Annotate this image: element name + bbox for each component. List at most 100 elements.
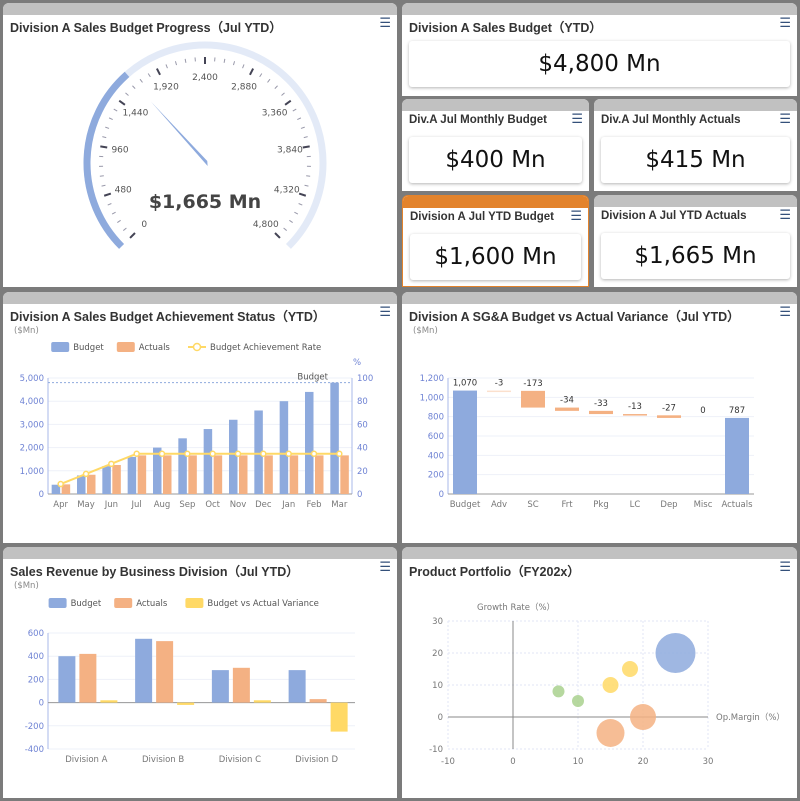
achievement-rate-point [108,460,115,468]
y-tick-label: 3,000 [20,420,44,430]
panel-title: Division A Sales Budget（YTD） [409,21,602,35]
kpi-panel-sales-budget-ytd: Division A Sales Budget（YTD） ☰ $4,800 Mn [402,3,797,96]
panel-drag-handle[interactable] [594,99,797,111]
panel-drag-handle[interactable] [3,3,397,15]
hamburger-menu-icon[interactable]: ☰ [379,560,391,575]
variance-chart-panel: Division A SG&A Budget vs Actual Varianc… [402,292,797,543]
actuals-bar [264,455,273,494]
budget-bar [211,670,229,703]
gauge-tick [165,64,168,69]
gauge-tick [297,117,302,121]
x-tick-label: Division B [142,755,184,765]
panel-title: Sales Revenue by Business Division（Jul Y… [10,565,299,579]
x-tick-label: Dep [660,500,677,510]
legend-swatch [114,598,133,608]
panel-title: Division A SG&A Budget vs Actual Varianc… [409,310,740,324]
panel-drag-handle[interactable] [402,292,797,304]
gauge-tick-label: 960 [111,146,128,156]
y-tick-label: 0 [439,490,444,500]
y-tick-label: 200 [28,675,44,685]
y2-tick-label: 0 [357,490,362,500]
gauge-tick [118,99,126,106]
y-tick-label: -10 [429,745,443,755]
hamburger-menu-icon[interactable]: ☰ [779,305,791,320]
gauge-needle [150,101,208,167]
data-label: 0 [700,406,705,416]
achievement-rate-point [234,450,242,457]
gauge-tick [129,232,136,239]
panel-drag-handle[interactable] [3,292,397,304]
gauge-tick [108,117,113,121]
y-tick-label: 200 [428,471,444,481]
hamburger-menu-icon[interactable]: ☰ [779,112,791,127]
gauge-tick [223,58,226,63]
gauge-tick [107,203,112,206]
x-tick-label: Adv [491,500,507,510]
x-tick-label: SC [527,500,538,510]
y-tick-label: 4,000 [20,397,44,407]
waterfall-bar [623,414,647,416]
data-label: -173 [523,379,542,389]
actuals-bar [163,455,172,494]
gauge-chart: 0 480 960 1,440 1,920 2,400 2,880 3,360 3,840 4,3… [83,41,327,249]
data-label: 1,070 [453,379,477,389]
budget-bar [127,456,137,494]
panel-drag-handle[interactable] [3,547,397,559]
achievement-rate-point [310,450,318,457]
gauge-tick [100,145,108,149]
hamburger-menu-icon[interactable]: ☰ [571,112,583,127]
achievement-rate-point [336,450,343,457]
y-tick-label: 30 [432,617,443,627]
panel-drag-handle[interactable] [594,195,797,207]
hamburger-menu-icon[interactable]: ☰ [570,209,582,224]
y-tick-label: 2,000 [20,444,44,454]
y2-axis-label: % [353,358,361,368]
gauge-tick [102,136,107,139]
waterfall-chart: ($Mn) 0 200 400 600 800 1,000 1,200 1,070 Budget -… [413,326,754,510]
y-tick-label: 1,000 [420,393,444,403]
actuals-bar [309,699,327,703]
kpi-panel-ytd-actuals: Division A Jul YTD Actuals ☰ $1,665 Mn [594,195,797,287]
budget-bar [102,466,111,494]
gauge-tick [298,203,303,206]
bubble [572,695,584,707]
legend-marker [192,342,202,352]
panel-drag-handle[interactable] [402,99,589,111]
panel-drag-handle[interactable] [403,196,588,208]
hamburger-menu-icon[interactable]: ☰ [779,16,791,31]
hamburger-menu-icon[interactable]: ☰ [379,305,391,320]
achievement-rate-point [133,450,140,457]
y-tick-label: 10 [432,681,443,691]
variance-bar [177,702,195,705]
x-tick-label: Division C [219,755,261,765]
gauge-tick-label: 2,400 [192,73,218,83]
hamburger-menu-icon[interactable]: ☰ [779,560,791,575]
budget-bar [51,484,61,494]
x-tick-label: -10 [441,757,455,767]
waterfall-bar [657,415,681,418]
hamburger-menu-icon[interactable]: ☰ [379,16,391,31]
gauge-tick [105,126,110,129]
gauge-tick [289,219,293,223]
hamburger-menu-icon[interactable]: ☰ [779,208,791,223]
budget-bar [58,656,76,703]
y2-tick-label: 20 [357,467,368,477]
reference-line-label: Budget [297,373,328,383]
panel-drag-handle[interactable] [402,547,797,559]
gauge-tick [259,73,263,78]
x-tick-label: Nov [230,500,247,510]
panel-title: Division A Sales Budget Achievement Stat… [10,310,326,324]
gauge-tick [232,61,236,66]
x-tick-label: Apr [53,500,68,510]
legend-swatch [51,342,70,352]
x-tick-label: Frt [561,500,573,510]
panel-drag-handle[interactable] [402,3,797,15]
actuals-bar [137,455,147,494]
x-tick-label: Jan [281,500,295,510]
x-tick-label: 30 [703,757,714,767]
x-tick-label: Dec [255,500,272,510]
kpi-panel-ytd-budget[interactable]: Division A Jul YTD Budget ☰ $1,600 Mn [402,195,589,287]
gauge-value: $1,665 Mn [149,191,261,213]
budget-bar [178,438,187,494]
actuals-bar [79,653,97,703]
